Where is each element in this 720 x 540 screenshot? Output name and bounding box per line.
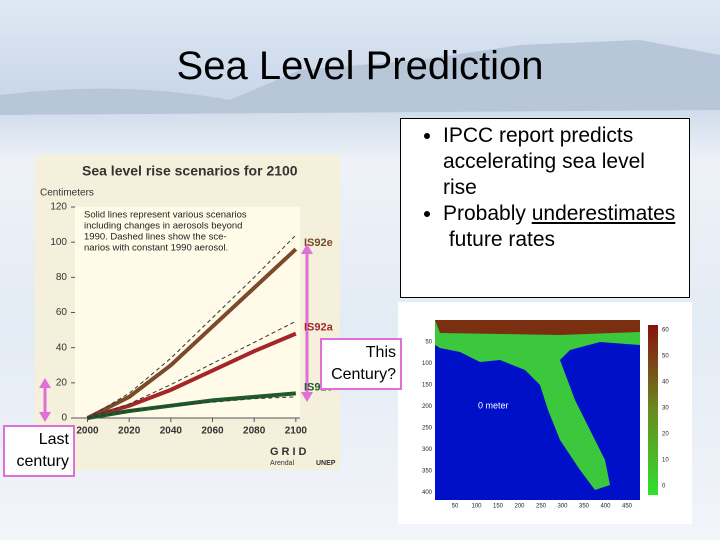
bullet: Probably underestimates future rates [443, 201, 681, 253]
y-tick-label: 20 [56, 377, 68, 388]
mountains [0, 40, 720, 115]
map-x-tick: 150 [493, 504, 504, 510]
series-label: IS92e [304, 237, 333, 249]
y-tick-label: 0 [61, 413, 67, 424]
map-x-tick: 450 [622, 504, 633, 510]
x-tick-label: 2080 [243, 426, 266, 437]
map-y-tick: 100 [422, 361, 433, 367]
map-y-tick: 300 [422, 447, 433, 453]
bullet-box: IPCC report predicts accelerating sea le… [400, 118, 690, 298]
callout: Last century [3, 425, 75, 477]
colorbar-tick: 0 [662, 484, 666, 490]
map-x-tick: 350 [579, 504, 590, 510]
highland [435, 320, 640, 335]
dashed-line [87, 320, 297, 419]
map-y-tick: 400 [422, 490, 433, 496]
logo: GRID [270, 446, 310, 458]
bullet-text: future rates [443, 228, 556, 251]
annotation: 1990. Dashed lines show the sce- [84, 232, 227, 243]
map-y-tick: 350 [422, 469, 433, 475]
map-x-tick: 400 [600, 504, 611, 510]
slide-title: Sea Level Prediction [176, 44, 544, 88]
x-tick-label: 2060 [201, 426, 224, 437]
bullet: IPCC report predicts accelerating sea le… [443, 123, 681, 201]
colorbar [648, 325, 658, 495]
y-tick-label: 40 [56, 342, 68, 353]
annotation: narios with constant 1990 aerosol. [84, 243, 228, 254]
map-y-tick: 150 [422, 383, 433, 389]
map-x-tick: 50 [452, 504, 459, 510]
colorbar-tick: 60 [662, 328, 669, 334]
map-y-tick: 200 [422, 404, 433, 410]
bullet-text: Probably [443, 202, 532, 225]
colorbar-tick: 40 [662, 380, 669, 386]
bullet-text: underestimates [531, 202, 676, 225]
y-axis-label: Centimeters [40, 188, 94, 199]
annotation: including changes in aerosols beyond [84, 221, 242, 232]
colorbar-tick: 10 [662, 458, 669, 464]
chart-title: Sea level rise scenarios for 2100 [82, 163, 298, 179]
colorbar-tick: 50 [662, 354, 669, 360]
x-tick-label: 2020 [118, 426, 141, 437]
map-x-tick: 300 [557, 504, 568, 510]
map-x-tick: 100 [471, 504, 482, 510]
callout: This Century? [320, 338, 402, 390]
annotation: Solid lines represent various scenarios [84, 210, 247, 221]
x-tick-label: 2040 [160, 426, 183, 437]
x-tick-label: 2100 [285, 426, 308, 437]
logo: Arendal [270, 460, 295, 467]
series-label: IS92a [304, 322, 334, 334]
bullet-text: IPCC report predicts accelerating sea le… [443, 124, 645, 199]
arrows [39, 244, 313, 422]
dashed-line [87, 396, 296, 419]
map-y-tick: 250 [422, 426, 433, 432]
series-line [86, 331, 297, 420]
y-tick-label: 120 [50, 202, 67, 213]
florida [435, 320, 640, 490]
map-y-tick: 50 [425, 340, 432, 346]
map-x-tick: 200 [514, 504, 525, 510]
x-tick-label: 2000 [76, 426, 99, 437]
y-tick-label: 100 [50, 237, 67, 248]
map-label: 0 meter [478, 400, 509, 410]
logo: UNEP [316, 460, 336, 467]
colorbar-tick: 20 [662, 432, 669, 438]
map-x-tick: 250 [536, 504, 547, 510]
series-line [86, 247, 298, 420]
y-tick-label: 60 [56, 307, 68, 318]
colorbar-tick: 30 [662, 406, 669, 412]
y-tick-label: 80 [56, 272, 68, 283]
